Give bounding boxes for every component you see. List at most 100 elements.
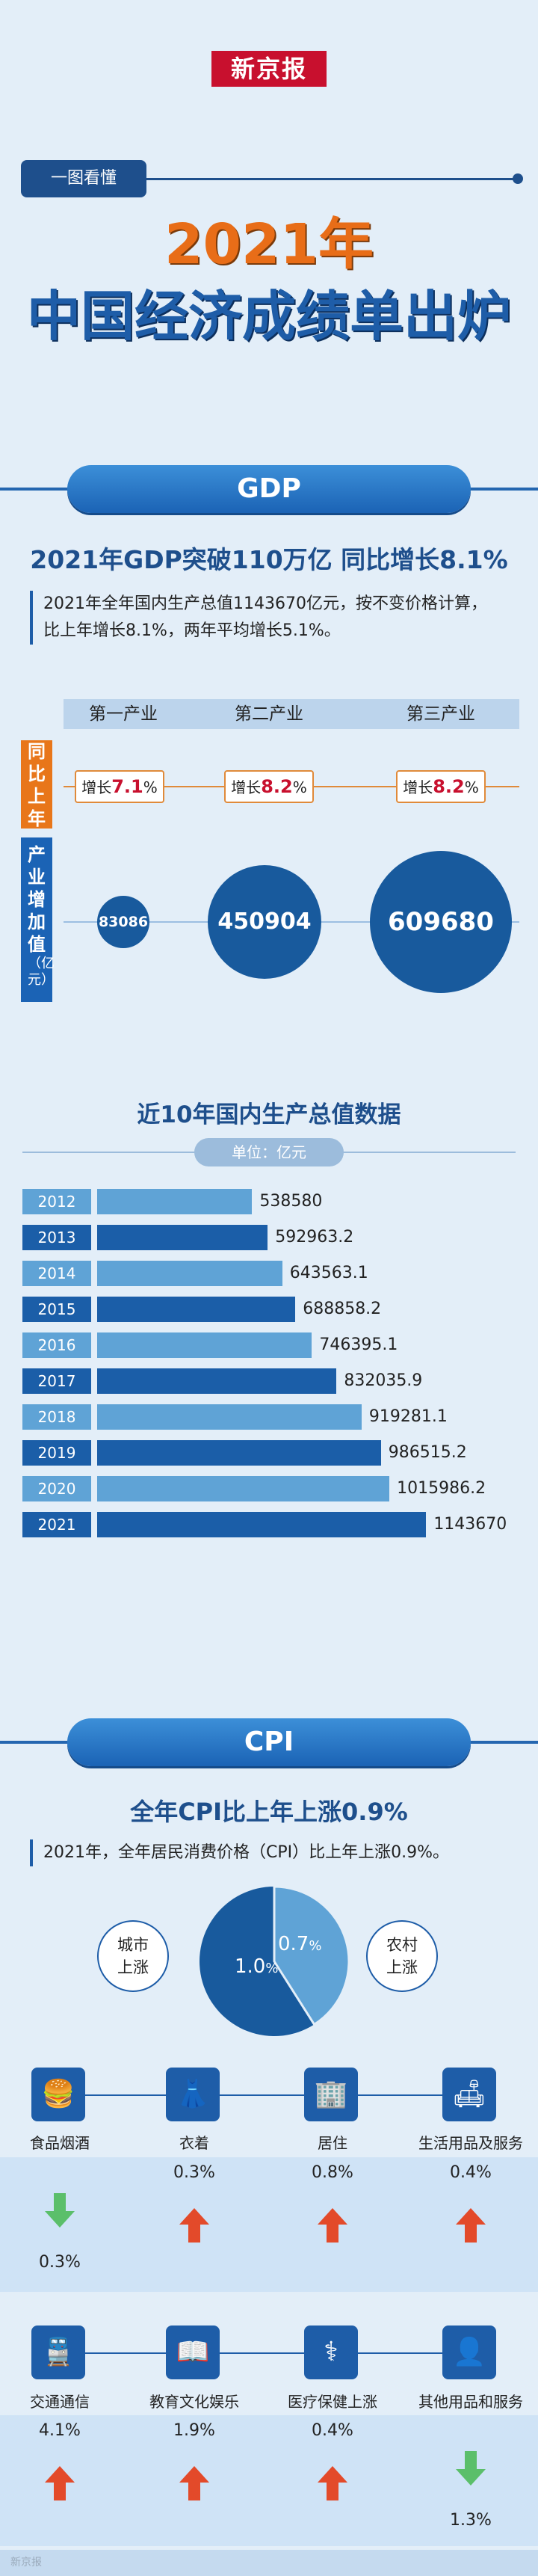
arrow-up-icon: [318, 2208, 347, 2243]
cpi-change-value: 0.4%: [312, 2421, 353, 2440]
growth-badge-3: 增长8.2%: [396, 770, 486, 803]
bar-value-label: 592963.2: [275, 1228, 354, 1246]
logo: 新京报: [211, 51, 327, 87]
growth-prefix: 增长: [231, 778, 262, 796]
cpi-change-value: 0.3%: [39, 2253, 81, 2272]
bar-year-label: 2017: [22, 1368, 91, 1394]
footer-bar: [0, 2550, 538, 2576]
bar-value-label: 919281.1: [368, 1407, 448, 1426]
value-side-text: 产业增加值: [28, 844, 46, 955]
arrow-up-icon: [318, 2466, 347, 2500]
page-title: 中国经济成绩单出炉: [26, 285, 511, 348]
growth-suffix: %: [143, 778, 158, 796]
bar-year-label: 2016: [22, 1332, 91, 1358]
pie-slice-rural: [273, 1885, 350, 2026]
growth-suffix: %: [464, 778, 479, 796]
bar-value-label: 986515.2: [388, 1443, 467, 1462]
industry-label-2: 第二产业: [235, 704, 303, 724]
arrow-up-icon: [179, 2208, 209, 2243]
gdp-paragraph: 2021年全年国内生产总值1143670亿元，按不变价格计算， 比上年增长8.1…: [30, 591, 523, 645]
bar-year-label: 2018: [22, 1404, 91, 1430]
cpi-cat-household: 生活用品及服务: [418, 2134, 523, 2152]
gdp-paragraph-line1: 2021年全年国内生产总值1143670亿元，按不变价格计算，: [43, 594, 487, 613]
cpi-cat-housing: 居住: [318, 2134, 347, 2152]
industry-circle-2: 450904: [208, 865, 321, 979]
cpi-change-value: 4.1%: [39, 2421, 81, 2440]
industry-header: [64, 699, 519, 729]
bar-year-label: 2020: [22, 1476, 91, 1501]
cpi-cat-food: 食品烟酒: [30, 2134, 90, 2152]
bar: [97, 1225, 268, 1250]
tag-label: 一图看懂: [21, 160, 146, 197]
divider-dot: [513, 173, 523, 184]
bar-year-label: 2014: [22, 1261, 91, 1286]
clothing-icon: 👗: [166, 2068, 220, 2121]
housing-icon: 🏢: [304, 2068, 358, 2121]
cpi-cat-medical: 医疗保健上涨: [288, 2393, 377, 2411]
pie-label-rural: 0.7%: [278, 1933, 321, 1955]
urban-bubble: 城市 上涨: [97, 1920, 169, 1992]
growth-suffix: %: [292, 778, 307, 796]
bar-value-label: 688858.2: [303, 1300, 382, 1318]
medical-icon: ⚕: [304, 2326, 358, 2379]
gdp-headline: 2021年GDP突破110万亿 同比增长8.1%: [30, 545, 508, 574]
other-icon: 👤: [442, 2326, 496, 2379]
bar-value-label: 746395.1: [319, 1335, 398, 1354]
bar: [97, 1440, 381, 1466]
watermark: 新京报: [10, 2557, 42, 2569]
arrow-up-icon: [456, 2208, 486, 2243]
bar-value-label: 1143670: [433, 1515, 507, 1534]
industry-circle-3: 609680: [370, 851, 512, 993]
cpi-change-value: 1.9%: [173, 2421, 215, 2440]
bar: [97, 1476, 390, 1501]
cpi-cat-education: 教育文化娱乐: [149, 2393, 239, 2411]
cpi-paragraph: 2021年，全年居民消费价格（CPI）比上年上涨0.9%。: [30, 1839, 523, 1866]
icon-row-line-2: [60, 2352, 478, 2354]
unit-label: 单位：亿元: [194, 1138, 344, 1166]
bar-value-label: 538580: [259, 1192, 323, 1211]
cpi-headline: 全年CPI比上年上涨0.9%: [130, 1798, 408, 1826]
arrow-down-icon: [45, 2193, 75, 2228]
growth-side-label: 同比上年: [21, 740, 52, 829]
bar: [97, 1297, 296, 1322]
cpi-section-title: CPI: [67, 1718, 471, 1766]
cpi-change-value: 0.4%: [450, 2163, 492, 2182]
bar-year-label: 2012: [22, 1189, 91, 1214]
bar: [97, 1512, 427, 1537]
icon-row-line-1: [60, 2094, 478, 2096]
bar: [97, 1261, 282, 1286]
industry-label-1: 第一产业: [89, 704, 158, 724]
cpi-change-value: 0.3%: [173, 2163, 215, 2182]
bar-year-label: 2019: [22, 1440, 91, 1466]
growth-prefix: 增长: [403, 778, 433, 796]
title-year: 2021年: [164, 212, 374, 277]
growth-prefix: 增长: [81, 778, 112, 796]
bar-year-label: 2013: [22, 1225, 91, 1250]
rural-label-2: 上涨: [386, 1958, 418, 1976]
growth-value: 8.2: [433, 776, 465, 797]
cpi-cat-clothing: 衣着: [179, 2134, 209, 2152]
growth-value: 8.2: [261, 776, 293, 797]
cpi-band-1: [0, 2157, 538, 2292]
pie-label-urban: 1.0%: [235, 1955, 278, 1978]
cpi-cat-other: 其他用品和服务: [418, 2393, 523, 2411]
rural-label-1: 农村: [386, 1936, 418, 1954]
tag-divider: [21, 178, 517, 180]
bar-value-label: 643563.1: [289, 1264, 368, 1282]
industry-circle-1: 83086: [97, 896, 149, 948]
cpi-change-value: 1.3%: [450, 2511, 492, 2530]
food-icon: 🍔: [31, 2068, 85, 2121]
cpi-pie-chart: 1.0% 0.7%: [199, 1885, 350, 2036]
value-side-unit: （亿元）: [28, 956, 55, 988]
bar: [97, 1332, 312, 1358]
pie-slice-urban: [199, 1887, 315, 2036]
industry-label-3: 第三产业: [406, 704, 475, 724]
cpi-cat-transport: 交通通信: [30, 2393, 90, 2411]
education-icon: 📖: [166, 2326, 220, 2379]
growth-value: 7.1: [111, 776, 143, 797]
household-icon: 🛋: [442, 2068, 496, 2121]
rural-bubble: 农村 上涨: [366, 1920, 438, 1992]
bar-year-label: 2021: [22, 1512, 91, 1537]
cpi-change-value: 0.8%: [312, 2163, 353, 2182]
bar-year-label: 2015: [22, 1297, 91, 1322]
